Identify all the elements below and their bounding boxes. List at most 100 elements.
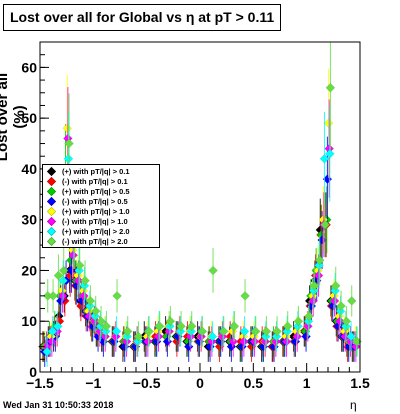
x-tick-label: 1.5 xyxy=(350,375,370,391)
legend-label: (+) with pT/|q| > 1.0 xyxy=(62,206,130,216)
data-point xyxy=(293,316,304,327)
y-tick-label: 20 xyxy=(21,262,37,278)
data-point xyxy=(74,260,85,271)
data-point xyxy=(261,326,272,337)
chart-title: Lost over all for Global vs η at pT > 0.… xyxy=(3,4,282,31)
data-point xyxy=(272,326,282,337)
x-tick-label: 0.5 xyxy=(244,375,264,391)
data-point xyxy=(52,321,63,332)
data-point xyxy=(133,331,144,342)
legend-entry-3: (-) with pT/|q| > 0.5 xyxy=(45,196,157,206)
legend-label: (-) with pT/|q| > 0.5 xyxy=(62,196,128,206)
data-point xyxy=(281,336,292,347)
x-tick-label: −1 xyxy=(85,375,101,391)
legend-marker xyxy=(46,226,57,236)
data-point xyxy=(304,311,314,322)
data-point xyxy=(73,275,84,286)
series-7 xyxy=(42,42,362,357)
legend-label: (-) with pT/|q| > 2.0 xyxy=(62,236,128,246)
timestamp: Wed Jan 31 10:50:33 2018 xyxy=(3,400,114,410)
y-tick-label: 50 xyxy=(21,110,37,126)
data-point xyxy=(218,326,229,337)
data-point xyxy=(122,326,133,337)
data-point xyxy=(313,270,324,281)
legend-label: (+) with pT/|q| > 2.0 xyxy=(62,226,130,236)
data-point xyxy=(207,331,218,342)
y-tick-label: 10 xyxy=(21,313,37,329)
data-point xyxy=(197,326,208,337)
data-point xyxy=(53,270,64,281)
legend-entry-4: (+) with pT/|q| > 1.0 xyxy=(45,206,157,216)
data-point xyxy=(58,275,68,286)
data-point xyxy=(176,321,186,332)
legend-label: (+) with pT/|q| > 0.5 xyxy=(62,186,130,196)
data-point xyxy=(335,316,345,327)
x-axis-label: η xyxy=(350,398,357,412)
data-point xyxy=(63,153,74,164)
x-tick-label: 0 xyxy=(196,375,204,391)
data-point xyxy=(112,290,122,301)
data-point xyxy=(228,336,239,347)
data-point xyxy=(319,153,330,164)
data-point xyxy=(154,321,165,332)
legend: (+) with pT/|q| > 0.1 (-) with pT/|q| > 0… xyxy=(42,164,160,248)
data-point xyxy=(186,321,197,332)
legend-marker xyxy=(46,206,57,216)
data-points xyxy=(38,42,362,367)
data-point xyxy=(320,219,330,230)
legend-marker xyxy=(46,236,57,246)
data-point xyxy=(144,326,154,337)
legend-marker xyxy=(46,196,57,206)
data-point xyxy=(308,296,319,306)
y-tick-label: 60 xyxy=(21,59,37,75)
x-tick-label: −1.5 xyxy=(26,375,54,391)
data-point xyxy=(47,336,57,347)
data-point xyxy=(57,290,68,301)
legend-entry-2: (+) with pT/|q| > 0.5 xyxy=(45,186,157,196)
legend-entry-7: (-) with pT/|q| > 2.0 xyxy=(45,236,157,246)
legend-label: (-) with pT/|q| > 0.1 xyxy=(62,176,128,186)
data-point xyxy=(250,326,261,337)
data-point xyxy=(121,336,132,347)
legend-label: (-) with pT/|q| > 1.0 xyxy=(62,216,128,226)
data-point xyxy=(64,138,74,149)
data-point xyxy=(111,326,122,337)
data-point xyxy=(48,290,58,301)
data-point xyxy=(314,255,325,266)
data-point xyxy=(249,336,260,347)
data-point xyxy=(42,346,52,357)
data-point xyxy=(58,265,69,276)
data-point xyxy=(324,148,335,159)
legend-marker xyxy=(46,176,57,186)
data-point xyxy=(68,250,79,261)
x-tick-label: 1 xyxy=(303,375,311,391)
data-point xyxy=(208,265,218,276)
legend-entry-0: (+) with pT/|q| > 0.1 xyxy=(45,166,157,176)
data-point xyxy=(309,280,320,291)
data-point xyxy=(80,275,90,286)
legend-marker xyxy=(46,216,57,226)
data-point xyxy=(346,331,356,342)
legend-label: (+) with pT/|q| > 0.1 xyxy=(62,166,130,176)
data-point xyxy=(165,316,176,327)
data-point xyxy=(282,321,293,332)
data-point xyxy=(341,316,352,327)
x-tick-label: −0.5 xyxy=(133,375,161,391)
data-point xyxy=(329,296,340,306)
data-point xyxy=(292,331,303,342)
data-point xyxy=(240,290,250,301)
data-point xyxy=(79,290,89,301)
y-tick-label: 0 xyxy=(29,364,37,380)
data-point xyxy=(47,326,58,337)
data-point xyxy=(336,301,346,311)
data-point xyxy=(153,331,164,342)
data-point xyxy=(239,326,250,337)
data-point xyxy=(101,321,112,332)
legend-marker xyxy=(46,186,57,196)
data-point xyxy=(239,336,249,347)
y-tick-label: 40 xyxy=(21,161,37,177)
data-point xyxy=(330,280,341,291)
data-point xyxy=(325,82,336,93)
data-point xyxy=(229,321,240,332)
